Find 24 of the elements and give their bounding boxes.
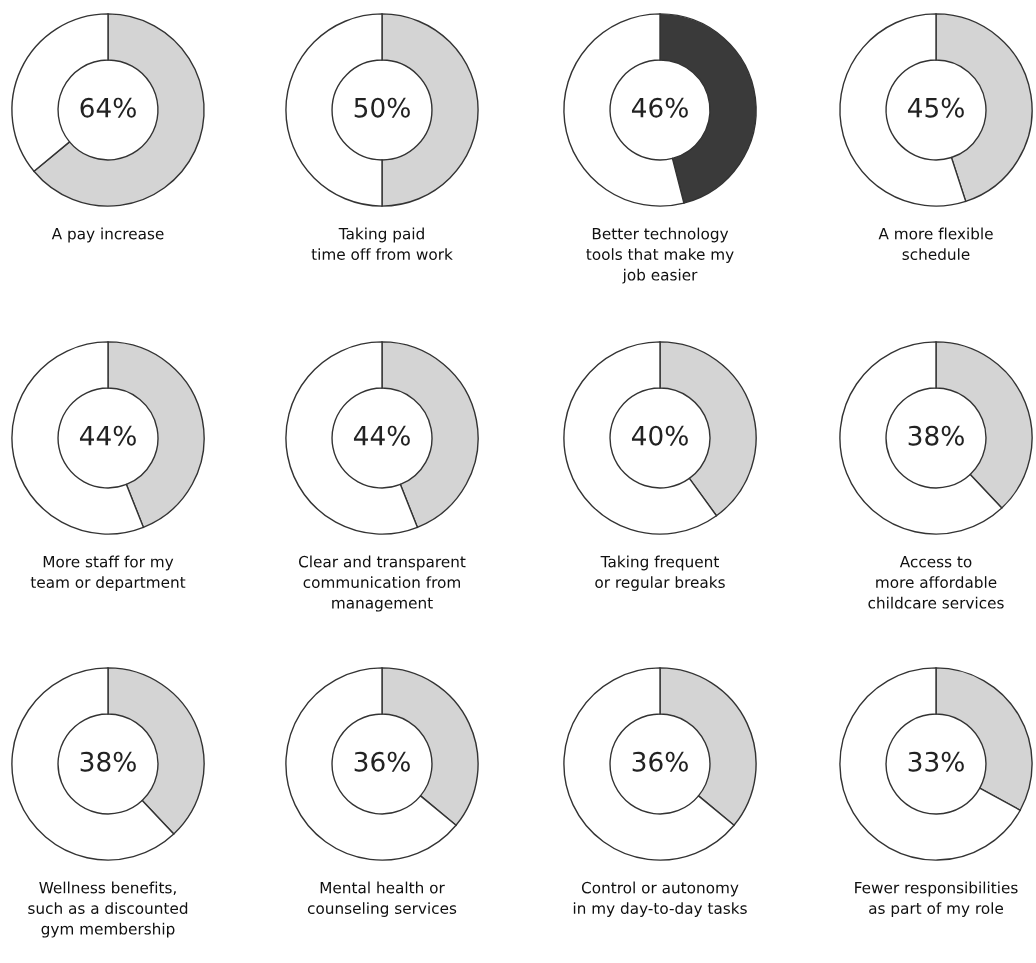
data-label: 46% [631,97,688,118]
data-label: 45% [907,97,964,118]
data-label: 50% [354,97,410,118]
text: Wellness benefits, such as a discounted gym membership [28,881,188,938]
text: A more flexible schedule [878,227,993,261]
text: Fewer responsibilities as part of my role [855,881,1018,917]
data-label: 38% [80,751,136,772]
data-label: 44% [353,425,410,446]
text: Access to more affordable childcare services [868,556,1004,609]
text: Clear and transparent communication from management [298,555,466,612]
text: More staff for my team or department [30,555,186,591]
text: Better technology tools that make my job easier [586,227,734,284]
data-label: 33% [908,751,964,772]
data-label: 36% [632,751,688,772]
text: Mental health or counseling services [307,881,457,917]
data-label: 44% [79,425,136,446]
data-label: 64% [80,97,136,118]
data-label: 36% [354,751,410,772]
data-label: 38% [908,425,964,446]
data-label: 40% [631,425,688,446]
text: Taking frequent or regular breaks [595,555,725,591]
text: A pay increase [51,227,164,243]
text: Control or autonomy in my day-to-day tasks [573,881,747,917]
text: Taking paid time off from work [311,227,453,261]
